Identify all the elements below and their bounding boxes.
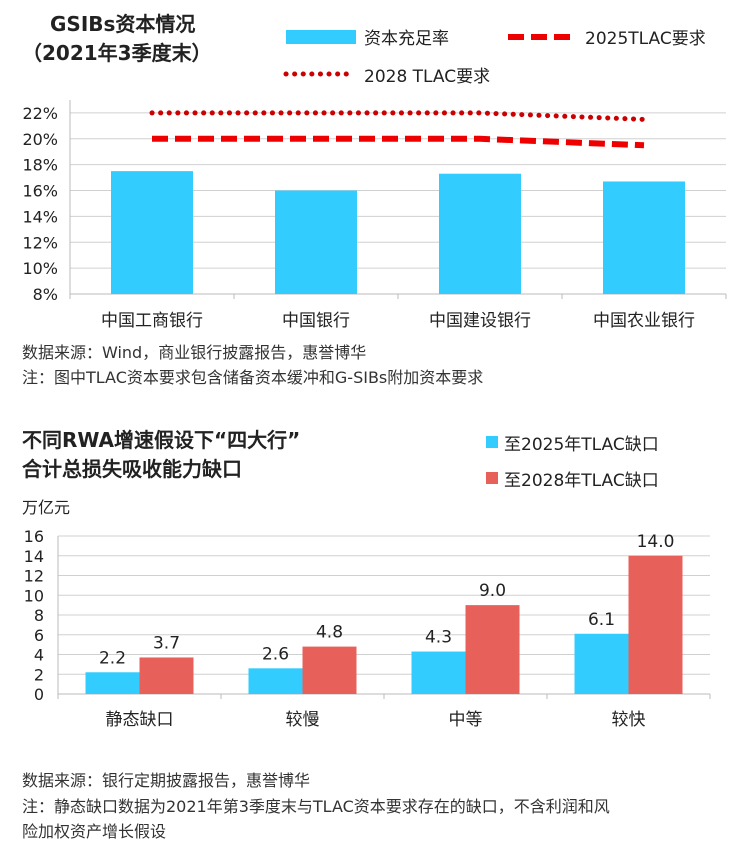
data-label-gap-2028: 14.0 — [637, 532, 675, 552]
bar-capital-ratio — [111, 171, 193, 294]
bar-gap-2025 — [248, 668, 303, 694]
y-tick-label: 0 — [34, 685, 44, 704]
bar-gap-2028 — [628, 555, 683, 694]
bar-gap-2028 — [302, 646, 357, 694]
x-category-label: 中国工商银行 — [101, 311, 203, 331]
bar-gap-2028 — [139, 657, 194, 694]
chart1-title: GSIBs资本情况 — [50, 12, 196, 36]
y-tick-label: 6 — [34, 626, 44, 645]
bar-gap-2025 — [411, 651, 466, 694]
y-tick-label: 16 — [24, 527, 44, 546]
line-2025tlac — [152, 135, 645, 149]
bar-capital-ratio — [603, 181, 685, 294]
bar-capital-ratio — [275, 190, 357, 294]
x-category-label: 中国建设银行 — [429, 311, 531, 331]
data-label-gap-2028: 4.8 — [316, 623, 343, 643]
chart2-note-line2: 险加权资产增长假设 — [22, 822, 167, 841]
legend-label-2025tlac: 2025TLAC要求 — [585, 29, 706, 49]
y-tick-label: 12% — [22, 233, 58, 252]
legend-swatch-gap-2028 — [486, 472, 498, 484]
y-tick-label: 14% — [22, 207, 58, 226]
data-label-gap-2025: 6.1 — [588, 610, 615, 630]
chart2-title-line1: 不同RWA增速假设下“四大行” — [22, 428, 301, 452]
bar-gap-2025 — [85, 672, 140, 694]
legend-swatch-capital-ratio — [286, 30, 356, 44]
legend-label-gap-2028: 至2028年TLAC缺口 — [504, 471, 659, 491]
legend-label-2028tlac: 2028 TLAC要求 — [364, 67, 491, 87]
y-tick-label: 4 — [34, 646, 44, 665]
chart1-source: 数据来源：Wind，商业银行披露报告，惠誉博华 — [22, 343, 367, 362]
x-category-label: 中国农业银行 — [593, 311, 695, 331]
y-tick-label: 14 — [24, 547, 44, 566]
y-tick-label: 20% — [22, 130, 58, 149]
data-label-gap-2025: 2.2 — [99, 648, 126, 668]
y-tick-label: 12 — [24, 567, 44, 586]
bar-gap-2028 — [465, 605, 520, 694]
legend-label-capital-ratio: 资本充足率 — [364, 29, 449, 49]
x-category-label: 中等 — [449, 710, 483, 730]
y-tick-label: 8 — [34, 606, 44, 625]
y-tick-label: 2 — [34, 665, 44, 684]
chart2-note-line1: 注：静态缺口数据为2021年第3季度末与TLAC资本要求存在的缺口，不含利润和风 — [22, 797, 610, 816]
data-label-gap-2028: 9.0 — [479, 581, 506, 601]
chart2-source: 数据来源：银行定期披露报告，惠誉博华 — [22, 771, 311, 790]
bar-gap-2025 — [574, 633, 629, 694]
y-tick-label: 10 — [24, 586, 44, 605]
x-category-label: 静态缺口 — [106, 710, 174, 730]
chart2-title-line2: 合计总损失吸收能力缺口 — [22, 457, 242, 481]
y-tick-label: 8% — [33, 285, 58, 304]
data-label-gap-2025: 2.6 — [262, 644, 289, 664]
chart1-note: 注：图中TLAC资本要求包含储备资本缓冲和G-SIBs附加资本要求 — [22, 368, 484, 387]
legend-swatch-gap-2025 — [486, 436, 498, 448]
x-category-label: 较快 — [612, 710, 646, 730]
legend-label-gap-2025: 至2025年TLAC缺口 — [504, 435, 659, 455]
chart2-y-axis-unit: 万亿元 — [22, 498, 71, 517]
x-category-label: 较慢 — [286, 709, 320, 730]
data-label-gap-2025: 4.3 — [425, 628, 452, 648]
chart1-subtitle: （2021年3季度末） — [22, 41, 212, 65]
y-tick-label: 16% — [22, 182, 58, 201]
data-label-gap-2028: 3.7 — [153, 633, 180, 653]
y-tick-label: 22% — [22, 104, 58, 123]
y-tick-label: 10% — [22, 259, 58, 278]
y-tick-label: 18% — [22, 156, 58, 175]
x-category-label: 中国银行 — [282, 311, 350, 331]
bar-capital-ratio — [439, 173, 521, 294]
